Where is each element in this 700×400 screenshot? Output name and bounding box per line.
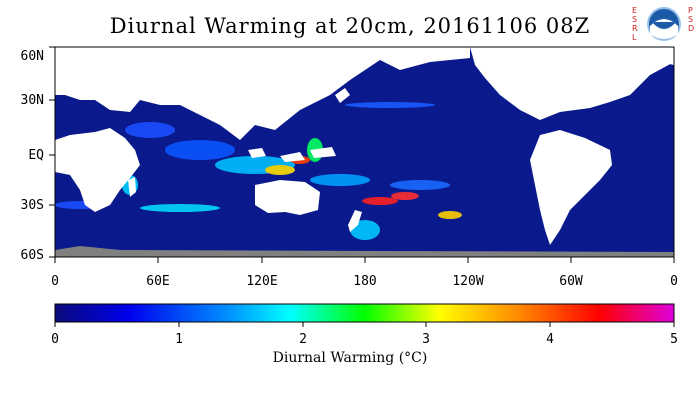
lon-label-0: 0 [51,274,59,289]
land [55,47,674,245]
colorbar-ticks [54,322,675,327]
lon-ticks [54,257,675,263]
svg-text:L: L [632,33,637,42]
cbar-tick-2: 2 [299,332,307,347]
lon-label-120e: 120E [246,274,277,289]
svg-text:D: D [688,24,694,33]
lat-label-30s: 30S [21,198,44,213]
lon-label-60w: 60W [559,274,583,289]
svg-text:S: S [688,15,693,24]
lon-label-60e: 60E [146,274,169,289]
cbar-tick-5: 5 [670,332,678,347]
svg-text:P: P [688,6,693,15]
chart-title: Diurnal Warming at 20cm, 20161106 08Z [109,14,591,38]
lon-label-180: 180 [353,274,376,289]
cbar-tick-0: 0 [51,332,59,347]
antarctica [55,246,674,257]
lat-ticks [49,46,55,258]
colorbar-label: Diurnal Warming (°C) [272,350,428,366]
colorbar [54,303,675,323]
svg-text:S: S [632,15,637,24]
lat-label-eq: EQ [28,148,44,163]
lat-label-30n: 30N [21,93,44,108]
svg-text:R: R [632,24,638,33]
svg-text:E: E [632,6,637,15]
cbar-tick-1: 1 [175,332,183,347]
lon-label-120w: 120W [452,274,483,289]
cbar-tick-4: 4 [546,332,554,347]
lon-label-0-end: 0 [670,274,678,289]
lat-label-60n: 60N [21,49,44,64]
lat-label-60s: 60S [21,248,44,263]
cbar-tick-3: 3 [422,332,430,347]
